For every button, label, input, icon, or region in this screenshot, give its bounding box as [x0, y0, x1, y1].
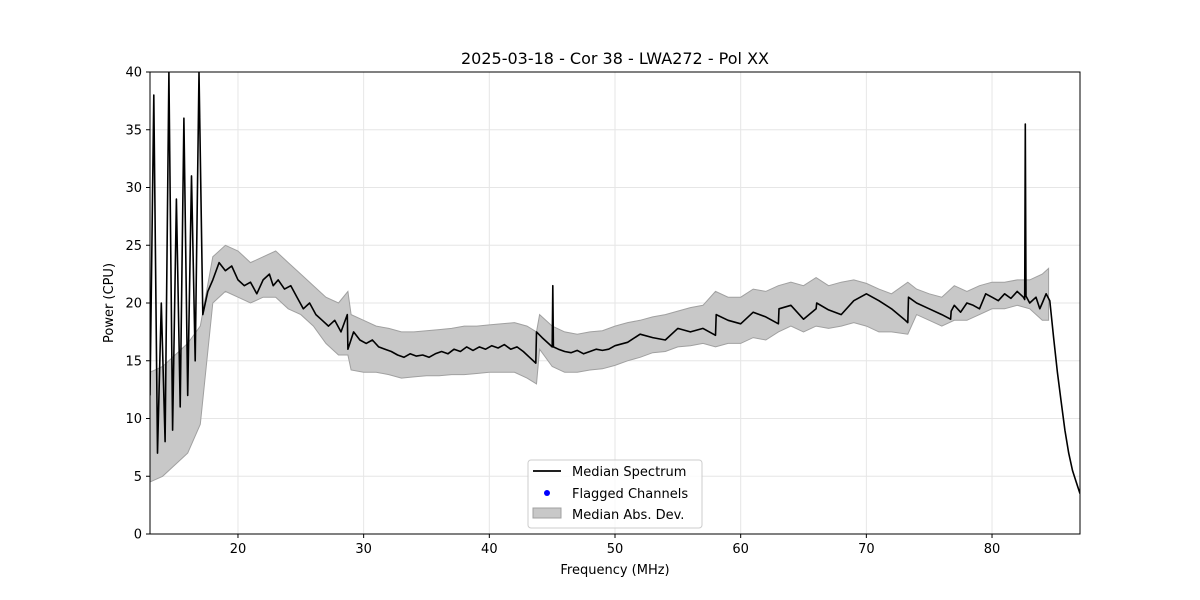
- y-tick-label: 0: [134, 528, 142, 543]
- y-tick-label: 25: [125, 239, 142, 254]
- legend-dot-swatch: [544, 490, 550, 496]
- mad-band: [150, 244, 1050, 483]
- y-tick-label: 40: [125, 66, 142, 81]
- x-tick-label: 70: [858, 542, 875, 557]
- x-tick-label: 40: [481, 542, 498, 557]
- y-tick-label: 30: [125, 181, 142, 196]
- legend-entry-flagged-channels: Flagged Channels: [572, 487, 688, 502]
- x-tick-label: 60: [732, 542, 749, 557]
- legend-entry-median-spectrum: Median Spectrum: [572, 465, 686, 480]
- y-axis-label: Power (CPU): [102, 263, 117, 343]
- x-tick-label: 20: [230, 542, 247, 557]
- chart-title: 2025-03-18 - Cor 38 - LWA272 - Pol XX: [461, 49, 769, 68]
- x-tick-label: 50: [607, 542, 624, 557]
- y-tick-label: 35: [125, 123, 142, 138]
- y-axis-ticks: 0 5 10 15 20 25 30 35 40: [125, 66, 150, 543]
- x-axis-label: Frequency (MHz): [560, 563, 669, 578]
- legend-band-swatch: [532, 507, 562, 519]
- x-tick-label: 80: [984, 542, 1001, 557]
- x-axis-ticks: 20 30 40 50 60 70 80: [230, 534, 1001, 557]
- y-tick-label: 5: [134, 470, 142, 485]
- plot-content: [150, 72, 1080, 494]
- median-spectrum-line: [150, 72, 1080, 494]
- y-tick-label: 20: [125, 297, 142, 312]
- y-tick-label: 15: [125, 354, 142, 369]
- x-tick-label: 30: [355, 542, 372, 557]
- legend-frame: [527, 459, 703, 529]
- legend: Median Spectrum Flagged Channels Median …: [527, 459, 703, 529]
- legend-entry-median-abs-dev: Median Abs. Dev.: [572, 508, 684, 523]
- y-tick-label: 10: [125, 412, 142, 427]
